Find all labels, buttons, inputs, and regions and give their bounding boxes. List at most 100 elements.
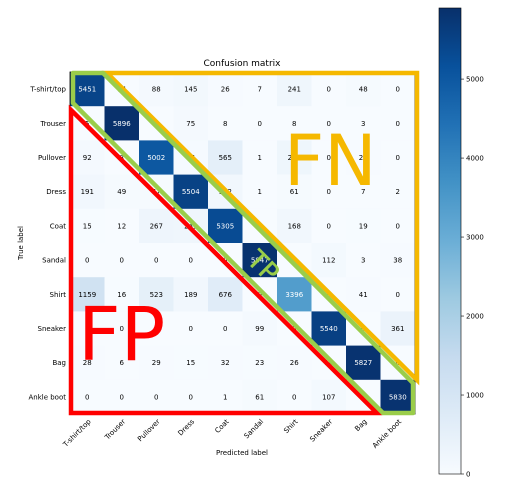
heatmap-cell	[104, 379, 140, 415]
x-tick-label: Bag	[353, 418, 368, 433]
x-tick-label: Sneaker	[308, 418, 334, 444]
cell-value-label: 0	[327, 188, 331, 196]
heatmap-cell	[277, 345, 312, 381]
cell-value-label: 523	[150, 291, 163, 299]
heatmap-cell	[380, 277, 416, 312]
cell-value-label: 5305	[216, 222, 234, 230]
cell-value-label: 92	[83, 154, 92, 162]
cell-value-label: 0	[120, 257, 124, 265]
heatmap-cell	[139, 345, 174, 381]
cell-value-label: 29	[152, 359, 161, 367]
y-axis-label: True label	[17, 226, 25, 261]
cell-value-label: 5002	[147, 154, 165, 162]
cell-value-label: 189	[184, 291, 197, 299]
cell-value-label: 565	[219, 154, 232, 162]
heatmap-cell	[242, 345, 278, 381]
x-tick-label: Shirt	[282, 418, 299, 435]
x-tick-label: Ankle boot	[371, 418, 403, 450]
heatmap-cell	[104, 243, 140, 278]
heatmap-cell	[208, 277, 243, 312]
cell-value-label: 0	[258, 120, 262, 128]
fp-annotation-label: FP	[78, 292, 165, 378]
heatmap-cell	[311, 140, 347, 175]
cell-value-label: 0	[120, 325, 124, 333]
y-tick-label: Coat	[50, 222, 66, 230]
heatmap-cell	[139, 379, 174, 415]
heatmap-cell	[380, 72, 416, 107]
cell-value-label: 15	[83, 222, 92, 230]
heatmap-cell	[380, 174, 416, 210]
cell-value-label: 1159	[78, 291, 96, 299]
y-tick-labels: T-shirt/top Trouser Pullover Dress Coat Sanda…	[28, 86, 66, 402]
heatmap-cell	[70, 208, 105, 244]
heatmap-cell	[380, 243, 416, 278]
cell-value-label: 25	[359, 154, 368, 162]
heatmap-cell	[346, 277, 381, 312]
colorbar-tick-label: 3000	[466, 234, 484, 242]
heatmap-cell	[311, 379, 347, 415]
heatmap-cell	[173, 174, 209, 210]
heatmap-cell	[346, 140, 381, 175]
cell-value-label: 61	[290, 188, 299, 196]
heatmap-cell	[242, 243, 278, 278]
heatmap-cell	[311, 208, 347, 244]
cell-value-label: 0	[189, 325, 193, 333]
colorbar-tick-label: 4000	[466, 155, 484, 163]
heatmap-cell	[70, 379, 105, 415]
cell-value-label: 3396	[285, 291, 303, 299]
cell-value-label: 252	[288, 154, 301, 162]
cell-value-label: 0	[154, 325, 158, 333]
cell-value-label: 38	[393, 257, 402, 265]
cell-value-label: 28	[83, 359, 92, 367]
cell-value-label: 241	[288, 86, 301, 94]
cell-value-label: 1	[258, 154, 262, 162]
cell-value-label: 26	[290, 359, 299, 367]
cell-value-label: 267	[150, 222, 163, 230]
cell-value-label: 0	[327, 222, 331, 230]
heatmap-cell	[173, 379, 209, 415]
y-tick-label: Dress	[46, 188, 66, 196]
heatmap-cell	[380, 379, 416, 415]
heatmap-cell	[139, 311, 174, 346]
heatmap-cell	[139, 208, 174, 244]
y-tick-label: T-shirt/top	[29, 86, 66, 94]
x-tick-labels: T-shirt/top Trouser Pullover Dress Coat Sanda…	[61, 417, 403, 450]
colorbar	[438, 7, 462, 475]
heatmap-cell	[173, 106, 209, 141]
cell-value-label: 0	[396, 154, 400, 162]
cell-value-label: 1	[258, 188, 262, 196]
heatmap-cell	[242, 379, 278, 415]
colorbar-tick-label: 0	[466, 471, 470, 479]
cell-value-label: 191	[81, 188, 94, 196]
heatmap-cell	[173, 277, 209, 312]
cell-value-label: 23	[255, 359, 264, 367]
heatmap-cell	[70, 311, 105, 346]
heatmap-cell	[139, 277, 174, 312]
heatmap-cell	[242, 311, 278, 346]
heatmap-cell	[104, 345, 140, 381]
tp-diagonal-outline	[70, 70, 416, 416]
heatmap-cell	[70, 72, 105, 107]
cell-value-label: 75	[186, 120, 195, 128]
heatmap-cell	[173, 345, 209, 381]
colorbar-tick-label: 5000	[466, 76, 484, 84]
heatmap-cell	[139, 243, 174, 278]
cell-value-label: 61	[255, 393, 264, 401]
x-tick-label: Dress	[177, 418, 197, 438]
heatmap-cell	[242, 140, 278, 175]
heatmap-cell	[70, 345, 105, 381]
cell-value-label: 5847	[251, 257, 269, 265]
cell-value-label: 0	[189, 393, 193, 401]
fp-region-outline	[68, 104, 383, 416]
heatmap-cell	[208, 345, 243, 381]
heatmap-cell	[139, 140, 174, 175]
cell-value-label: 5896	[113, 120, 131, 128]
heatmap-cell	[277, 379, 312, 415]
x-tick-label: Coat	[214, 418, 231, 435]
x-tick-label: Trouser	[103, 418, 127, 442]
heatmap-cell	[208, 208, 243, 244]
cell-value-label: 112	[322, 257, 335, 265]
cell-value-label: 16	[117, 291, 126, 299]
heatmap-cell	[346, 174, 381, 210]
heatmap-cell	[277, 277, 312, 312]
